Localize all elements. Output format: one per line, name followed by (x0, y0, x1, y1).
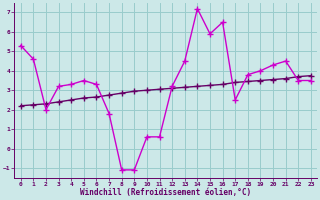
X-axis label: Windchill (Refroidissement éolien,°C): Windchill (Refroidissement éolien,°C) (80, 188, 252, 197)
